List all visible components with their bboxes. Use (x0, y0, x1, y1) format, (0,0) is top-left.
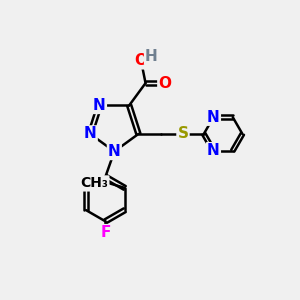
Text: N: N (93, 98, 106, 113)
Text: CH₃: CH₃ (80, 176, 108, 190)
Text: F: F (100, 225, 111, 240)
Text: O: O (158, 76, 171, 91)
Text: N: N (84, 127, 97, 142)
Text: O: O (135, 53, 148, 68)
Text: H: H (145, 49, 158, 64)
Text: N: N (207, 110, 220, 125)
Text: N: N (207, 143, 220, 158)
Text: S: S (178, 127, 188, 142)
Text: N: N (108, 144, 121, 159)
